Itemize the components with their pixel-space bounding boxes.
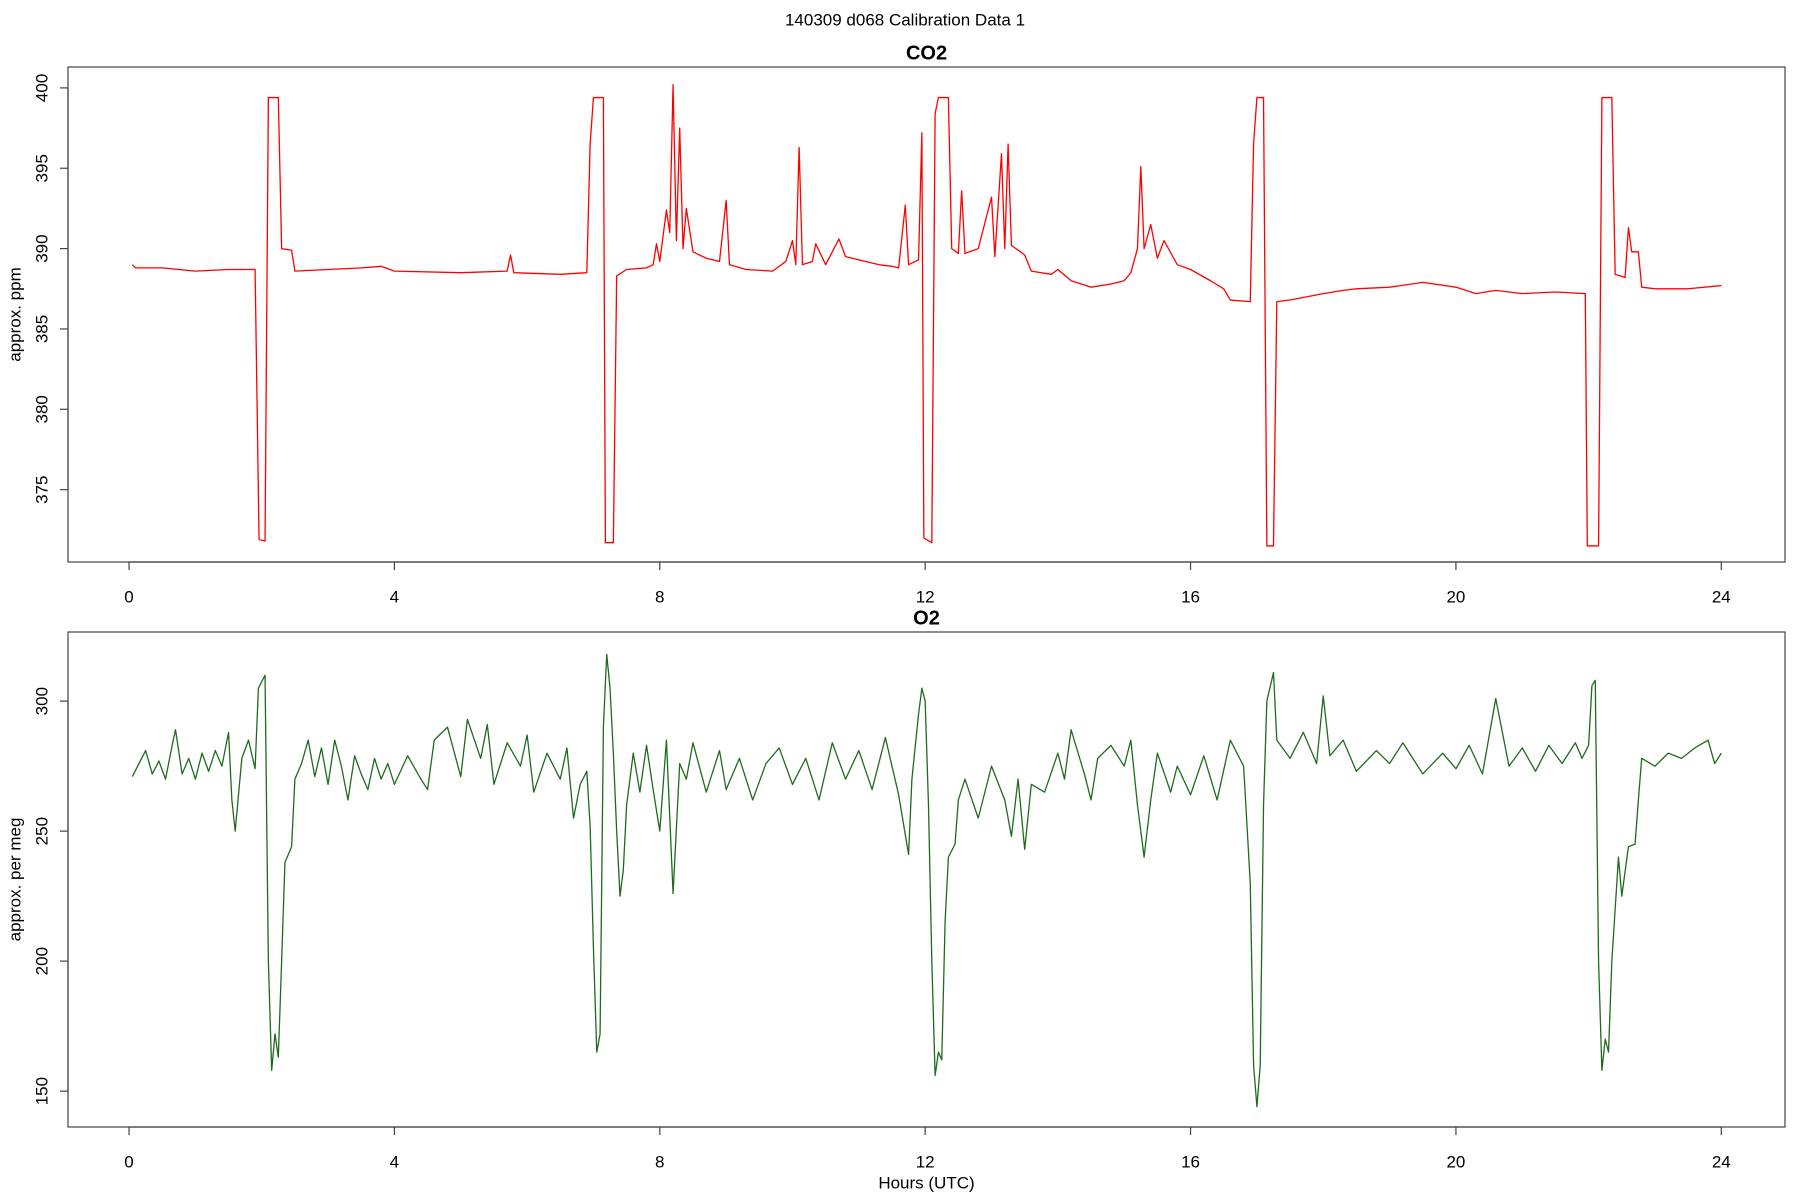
y-axis-label: approx. ppm: [5, 267, 24, 362]
panel-title: O2: [913, 607, 940, 629]
x-tick-label: 8: [655, 587, 664, 606]
x-tick-label: 24: [1712, 1152, 1731, 1171]
x-axis-label: Hours (UTC): [878, 1173, 974, 1192]
y-tick-label: 380: [32, 395, 51, 423]
y-tick-label: 375: [32, 475, 51, 503]
x-tick-label: 20: [1446, 587, 1465, 606]
x-tick-label: 20: [1446, 1152, 1465, 1171]
data-line: [131, 84, 1722, 547]
y-tick-label: 390: [32, 234, 51, 262]
y-tick-label: 395: [32, 154, 51, 182]
y-axis-label: approx. per meg: [5, 818, 24, 942]
x-tick-label: 12: [916, 587, 935, 606]
x-tick-label: 4: [390, 587, 399, 606]
x-tick-label: 4: [390, 1152, 399, 1171]
x-tick-label: 24: [1712, 587, 1731, 606]
y-tick-label: 150: [32, 1077, 51, 1105]
x-tick-label: 16: [1181, 587, 1200, 606]
x-tick-label: 0: [124, 1152, 133, 1171]
x-tick-label: 12: [916, 1152, 935, 1171]
x-tick-label: 0: [124, 587, 133, 606]
panel-title: CO2: [906, 42, 947, 64]
x-tick-label: 16: [1181, 1152, 1200, 1171]
x-tick-label: 8: [655, 1152, 664, 1171]
y-tick-label: 400: [32, 74, 51, 102]
y-tick-label: 300: [32, 687, 51, 715]
y-tick-label: 200: [32, 947, 51, 975]
y-tick-label: 250: [32, 817, 51, 845]
y-tick-label: 385: [32, 315, 51, 343]
data-line: [131, 653, 1722, 1108]
figure-title: 140309 d068 Calibration Data 1: [785, 10, 1025, 29]
